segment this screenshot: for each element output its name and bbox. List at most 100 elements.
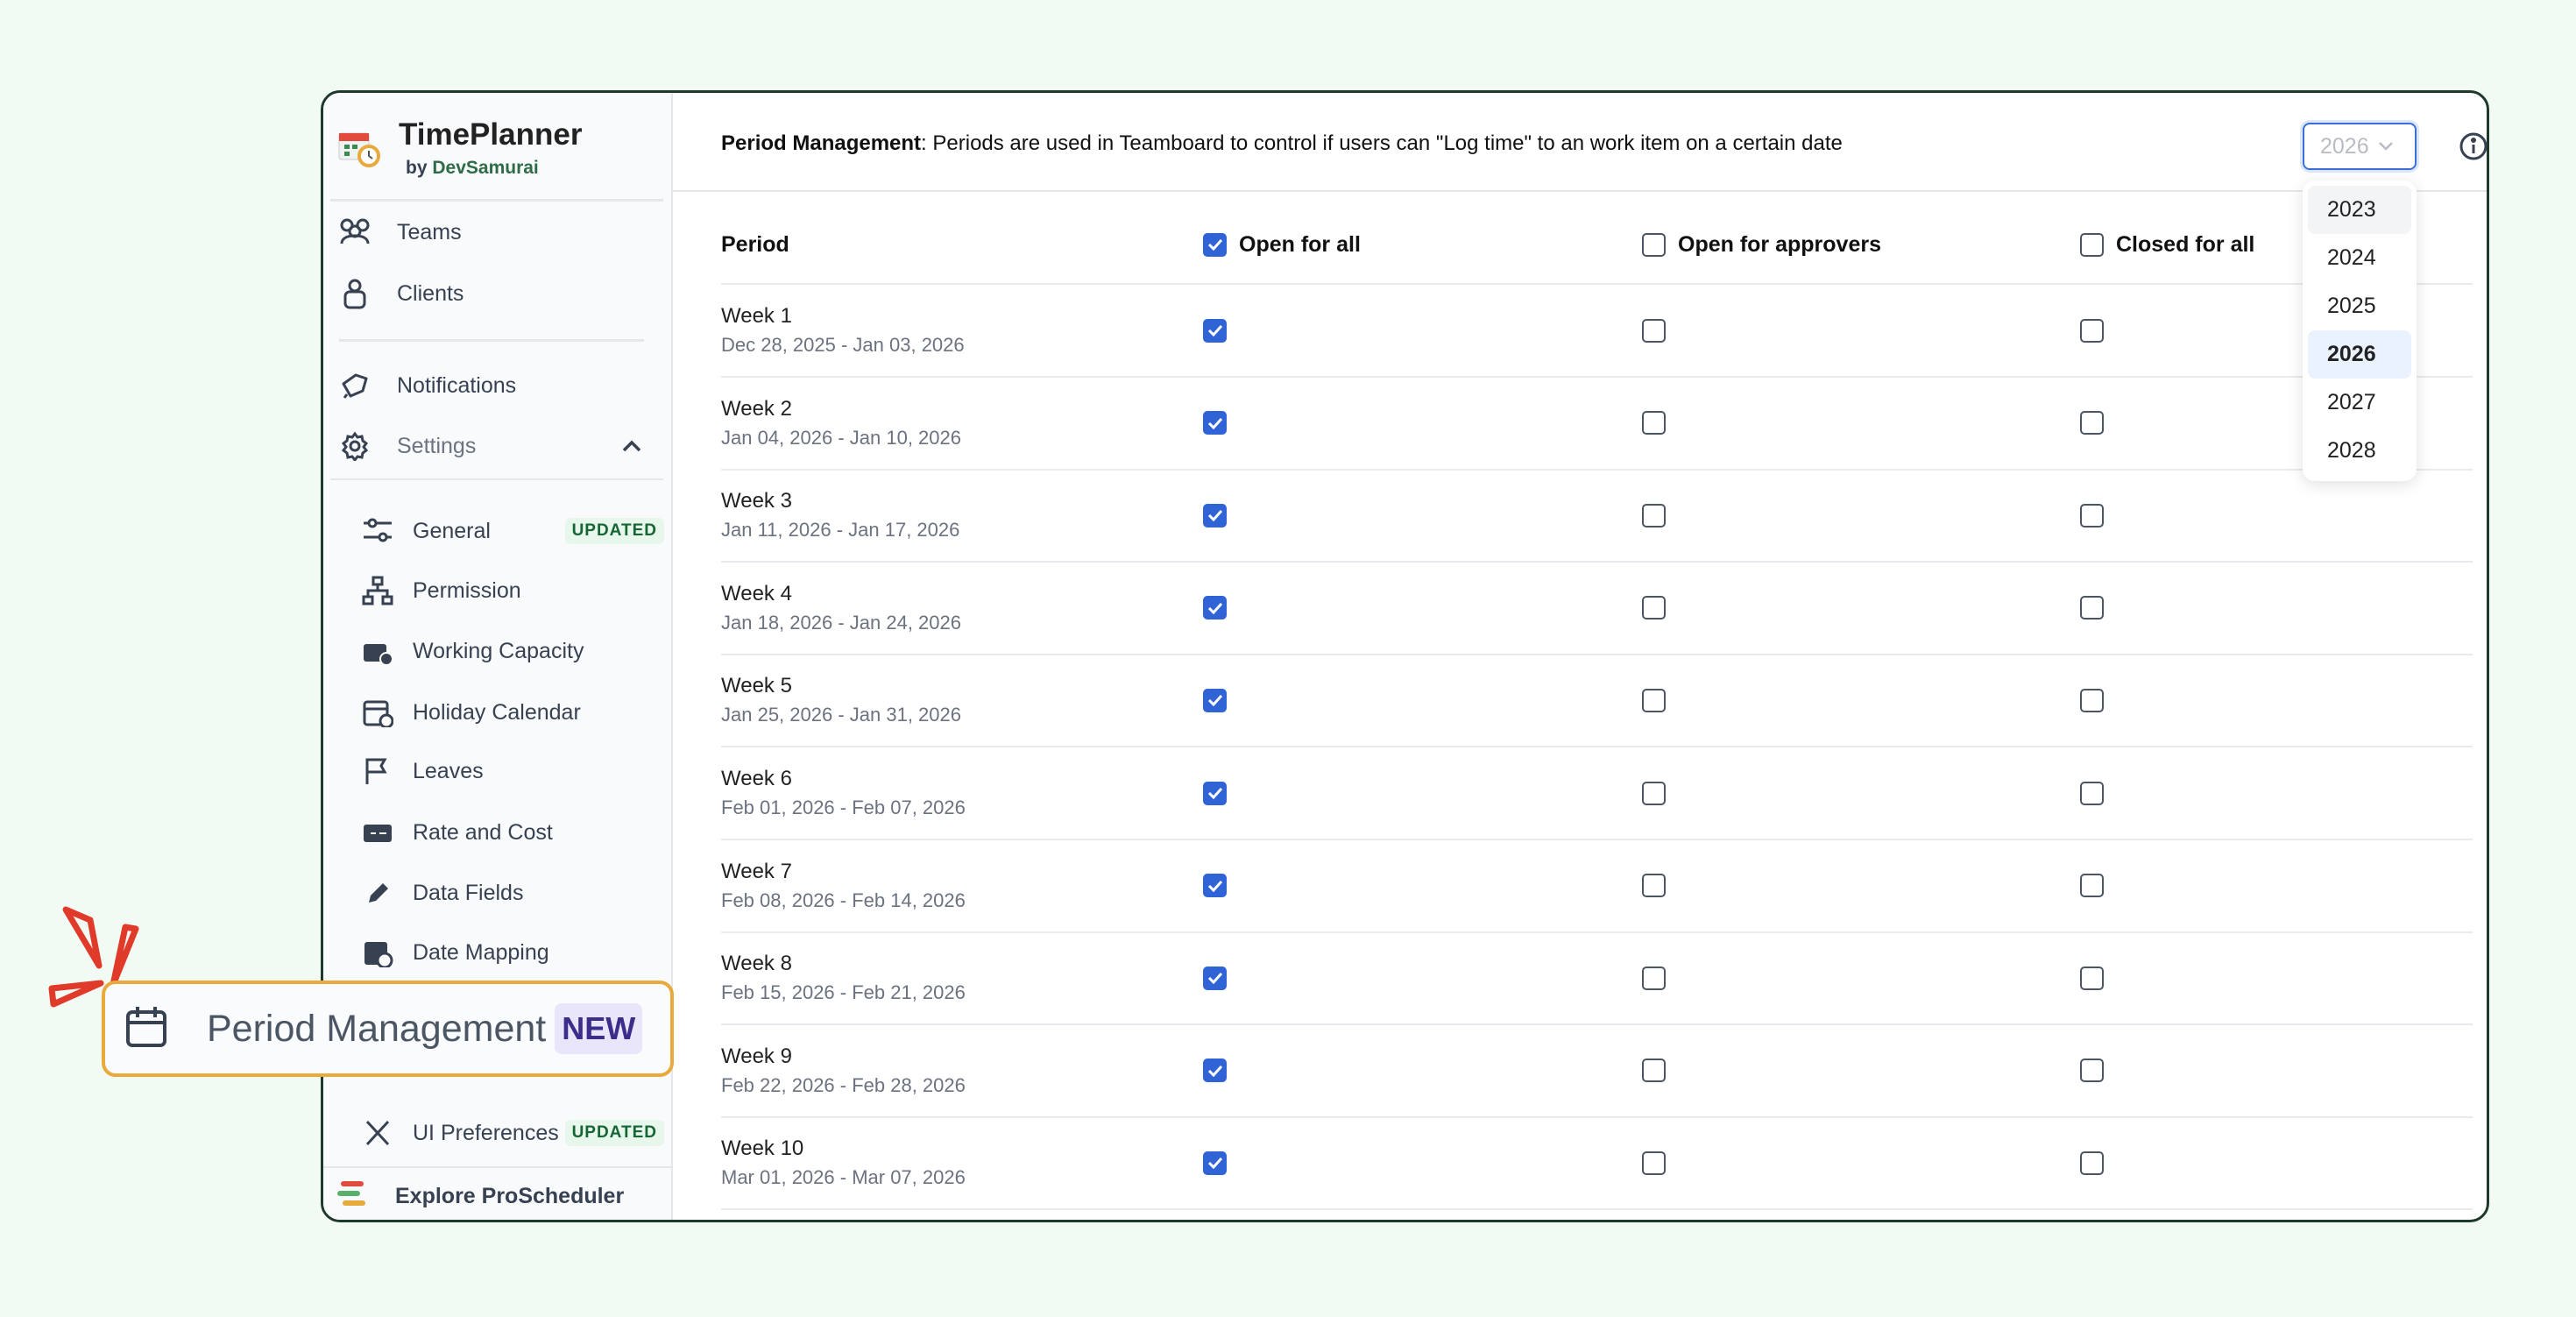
period-name: Week 10 <box>721 1136 804 1161</box>
sidebar-item-holiday-calendar[interactable]: Holiday Calendar <box>323 688 671 737</box>
open-for-all-checkbox[interactable] <box>1203 1059 1227 1083</box>
sidebar-item-clients[interactable]: Clients <box>323 269 671 318</box>
check-icon <box>1207 973 1222 985</box>
sidebar-item-leaves[interactable]: Leaves <box>323 747 671 796</box>
status-cell <box>1203 840 1227 931</box>
period-dates: Mar 01, 2026 - Mar 07, 2026 <box>721 1166 966 1189</box>
period-cell: Week 8 Feb 15, 2026 - Feb 21, 2026 <box>721 932 966 1023</box>
selected-year: 2026 <box>2320 133 2369 159</box>
info-icon[interactable] <box>2459 131 2488 161</box>
description-text: : Periods are used in Teamboard to contr… <box>921 131 1843 155</box>
period-dates: Jan 04, 2026 - Jan 10, 2026 <box>721 426 961 449</box>
year-option[interactable]: 2025 <box>2327 294 2376 318</box>
year-select[interactable]: 2026 <box>2303 123 2417 170</box>
tools-icon <box>360 1118 395 1148</box>
lock-icon <box>337 278 372 309</box>
period-name: Week 8 <box>721 952 792 976</box>
closed-for-all-checkbox[interactable] <box>2080 874 2104 898</box>
period-cell: Week 1 Dec 28, 2025 - Jan 03, 2026 <box>721 285 965 376</box>
closed-for-all-checkbox[interactable] <box>2080 411 2104 435</box>
open-for-all-checkbox[interactable] <box>1203 1151 1227 1175</box>
check-icon <box>1207 602 1222 614</box>
open-for-approvers-checkbox[interactable] <box>1642 503 1666 528</box>
open-for-approvers-checkbox[interactable] <box>1642 411 1666 435</box>
item-label: Settings <box>397 433 477 458</box>
status-cell <box>2080 1117 2104 1208</box>
open-for-all-checkbox[interactable] <box>1203 503 1227 528</box>
column-header: Open for approvers <box>1642 206 1881 283</box>
table-row: Week 4 Jan 18, 2026 - Jan 24, 2026 <box>721 563 2473 655</box>
calendar-icon <box>124 1005 168 1053</box>
sidebar-item-general[interactable]: General UPDATED <box>323 506 671 556</box>
open-for-all-checkbox[interactable] <box>1203 318 1227 343</box>
year-option[interactable]: 2024 <box>2327 245 2376 270</box>
sidebar-item-data-fields[interactable]: Data Fields <box>323 868 671 917</box>
sidebar-item-notifications[interactable]: Notifications <box>323 361 671 410</box>
closed-for-all-checkbox[interactable] <box>2080 1059 2104 1083</box>
open-for-all-checkbox[interactable] <box>1203 781 1227 805</box>
open-for-approvers-checkbox[interactable] <box>1642 596 1666 620</box>
money-icon <box>360 818 395 847</box>
app-vendor: by DevSamurai <box>406 158 539 178</box>
sidebar-item-settings[interactable]: Settings <box>323 421 671 471</box>
sidebar-item-date-mapping[interactable]: Date Mapping <box>323 928 671 977</box>
select-all-checkbox[interactable] <box>1642 232 1666 257</box>
table-row: Week 10 Mar 01, 2026 - Mar 07, 2026 <box>721 1117 2473 1211</box>
year-dropdown-menu: 2023 2024 2025 2026 2027 2028 <box>2303 181 2417 481</box>
closed-for-all-checkbox[interactable] <box>2080 688 2104 712</box>
chevron-up-icon[interactable] <box>622 440 641 452</box>
status-cell <box>1642 655 1666 746</box>
period-cell: Week 3 Jan 11, 2026 - Jan 17, 2026 <box>721 470 959 561</box>
open-for-all-checkbox[interactable] <box>1203 688 1227 712</box>
open-for-approvers-checkbox[interactable] <box>1642 688 1666 712</box>
check-icon <box>1207 324 1222 336</box>
open-for-approvers-checkbox[interactable] <box>1642 318 1666 343</box>
status-cell <box>2080 932 2104 1023</box>
item-label: Holiday Calendar <box>413 699 581 725</box>
period-management-callout[interactable]: Period Management NEW <box>102 981 674 1077</box>
sparkle-decoration-icon <box>48 906 139 1008</box>
sidebar-item-teams[interactable]: Teams <box>323 208 671 257</box>
item-label: Leaves <box>413 758 484 783</box>
status-cell <box>1642 563 1666 654</box>
open-for-all-checkbox[interactable] <box>1203 966 1227 990</box>
sidebar-item-working-capacity[interactable]: Working Capacity <box>323 627 671 676</box>
table-row: Week 1 Dec 28, 2025 - Jan 03, 2026 <box>721 285 2473 378</box>
updated-badge: UPDATED <box>564 1120 664 1146</box>
period-cell: Week 4 Jan 18, 2026 - Jan 24, 2026 <box>721 563 961 654</box>
open-for-approvers-checkbox[interactable] <box>1642 1059 1666 1083</box>
main-content: Period Management: Periods are used in T… <box>673 93 2487 1220</box>
status-cell <box>1642 747 1666 839</box>
year-option[interactable]: 2026 <box>2308 330 2411 379</box>
open-for-all-checkbox[interactable] <box>1203 874 1227 898</box>
year-option[interactable]: 2028 <box>2327 438 2376 463</box>
flag-icon <box>360 756 395 786</box>
page-title: Period Management <box>721 131 922 155</box>
closed-for-all-checkbox[interactable] <box>2080 781 2104 805</box>
sidebar-item-ui-preferences[interactable]: UI Preferences UPDATED <box>323 1108 671 1158</box>
open-for-approvers-checkbox[interactable] <box>1642 874 1666 898</box>
calendar-plus-icon <box>360 697 395 727</box>
open-for-all-checkbox[interactable] <box>1203 596 1227 620</box>
period-name: Week 2 <box>721 396 792 421</box>
sidebar-item-permission[interactable]: Permission <box>323 566 671 615</box>
closed-for-all-checkbox[interactable] <box>2080 318 2104 343</box>
year-option[interactable]: 2027 <box>2327 390 2376 414</box>
explore-proscheduler-link[interactable]: Explore ProScheduler <box>323 1166 671 1220</box>
status-cell <box>1642 1117 1666 1208</box>
sidebar-item-rate-and-cost[interactable]: Rate and Cost <box>323 808 671 857</box>
open-for-approvers-checkbox[interactable] <box>1642 966 1666 990</box>
select-all-checkbox[interactable] <box>2080 232 2104 257</box>
period-cell: Week 10 Mar 01, 2026 - Mar 07, 2026 <box>721 1117 966 1208</box>
item-label: Rate and Cost <box>413 819 553 845</box>
open-for-all-checkbox[interactable] <box>1203 411 1227 435</box>
closed-for-all-checkbox[interactable] <box>2080 503 2104 528</box>
closed-for-all-checkbox[interactable] <box>2080 966 2104 990</box>
open-for-approvers-checkbox[interactable] <box>1642 1151 1666 1175</box>
closed-for-all-checkbox[interactable] <box>2080 1151 2104 1175</box>
period-dates: Jan 18, 2026 - Jan 24, 2026 <box>721 611 961 634</box>
open-for-approvers-checkbox[interactable] <box>1642 781 1666 805</box>
select-all-checkbox[interactable] <box>1203 232 1227 257</box>
closed-for-all-checkbox[interactable] <box>2080 596 2104 620</box>
year-option[interactable]: 2023 <box>2308 186 2411 234</box>
